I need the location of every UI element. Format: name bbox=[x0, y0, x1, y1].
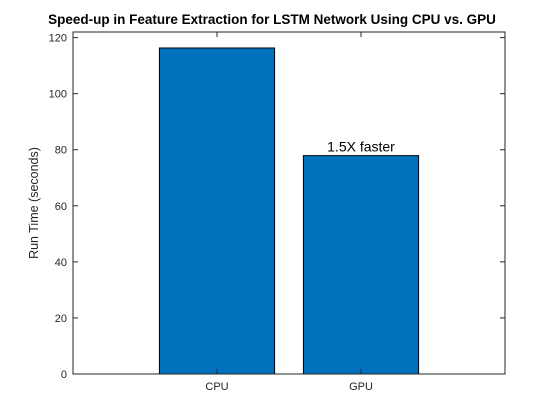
y-tick-label-20: 20 bbox=[55, 313, 67, 325]
plot-box bbox=[72, 31, 506, 375]
bar-gpu bbox=[302, 155, 420, 375]
bar-cpu bbox=[158, 47, 276, 375]
y-tick-label-0: 0 bbox=[61, 369, 67, 381]
y-tick-label-120: 120 bbox=[49, 33, 67, 45]
annotation-label: 1.5X faster bbox=[327, 139, 395, 155]
y-tick-label-60: 60 bbox=[55, 201, 67, 213]
bars-group bbox=[158, 47, 420, 375]
annotations-group: 1.5X faster bbox=[327, 139, 395, 155]
x-tick-label-cpu: CPU bbox=[205, 381, 228, 393]
y-axis-label: Run Time (seconds) bbox=[27, 147, 41, 259]
x-tick-label-gpu: GPU bbox=[349, 381, 373, 393]
y-tick-label-100: 100 bbox=[49, 89, 67, 101]
chart-title: Speed-up in Feature Extraction for LSTM … bbox=[48, 12, 496, 27]
y-tick-label-80: 80 bbox=[55, 145, 67, 157]
axes-group: 0 20 40 60 80 100 120 CPU GPU bbox=[49, 31, 506, 393]
y-tick-label-40: 40 bbox=[55, 257, 67, 269]
